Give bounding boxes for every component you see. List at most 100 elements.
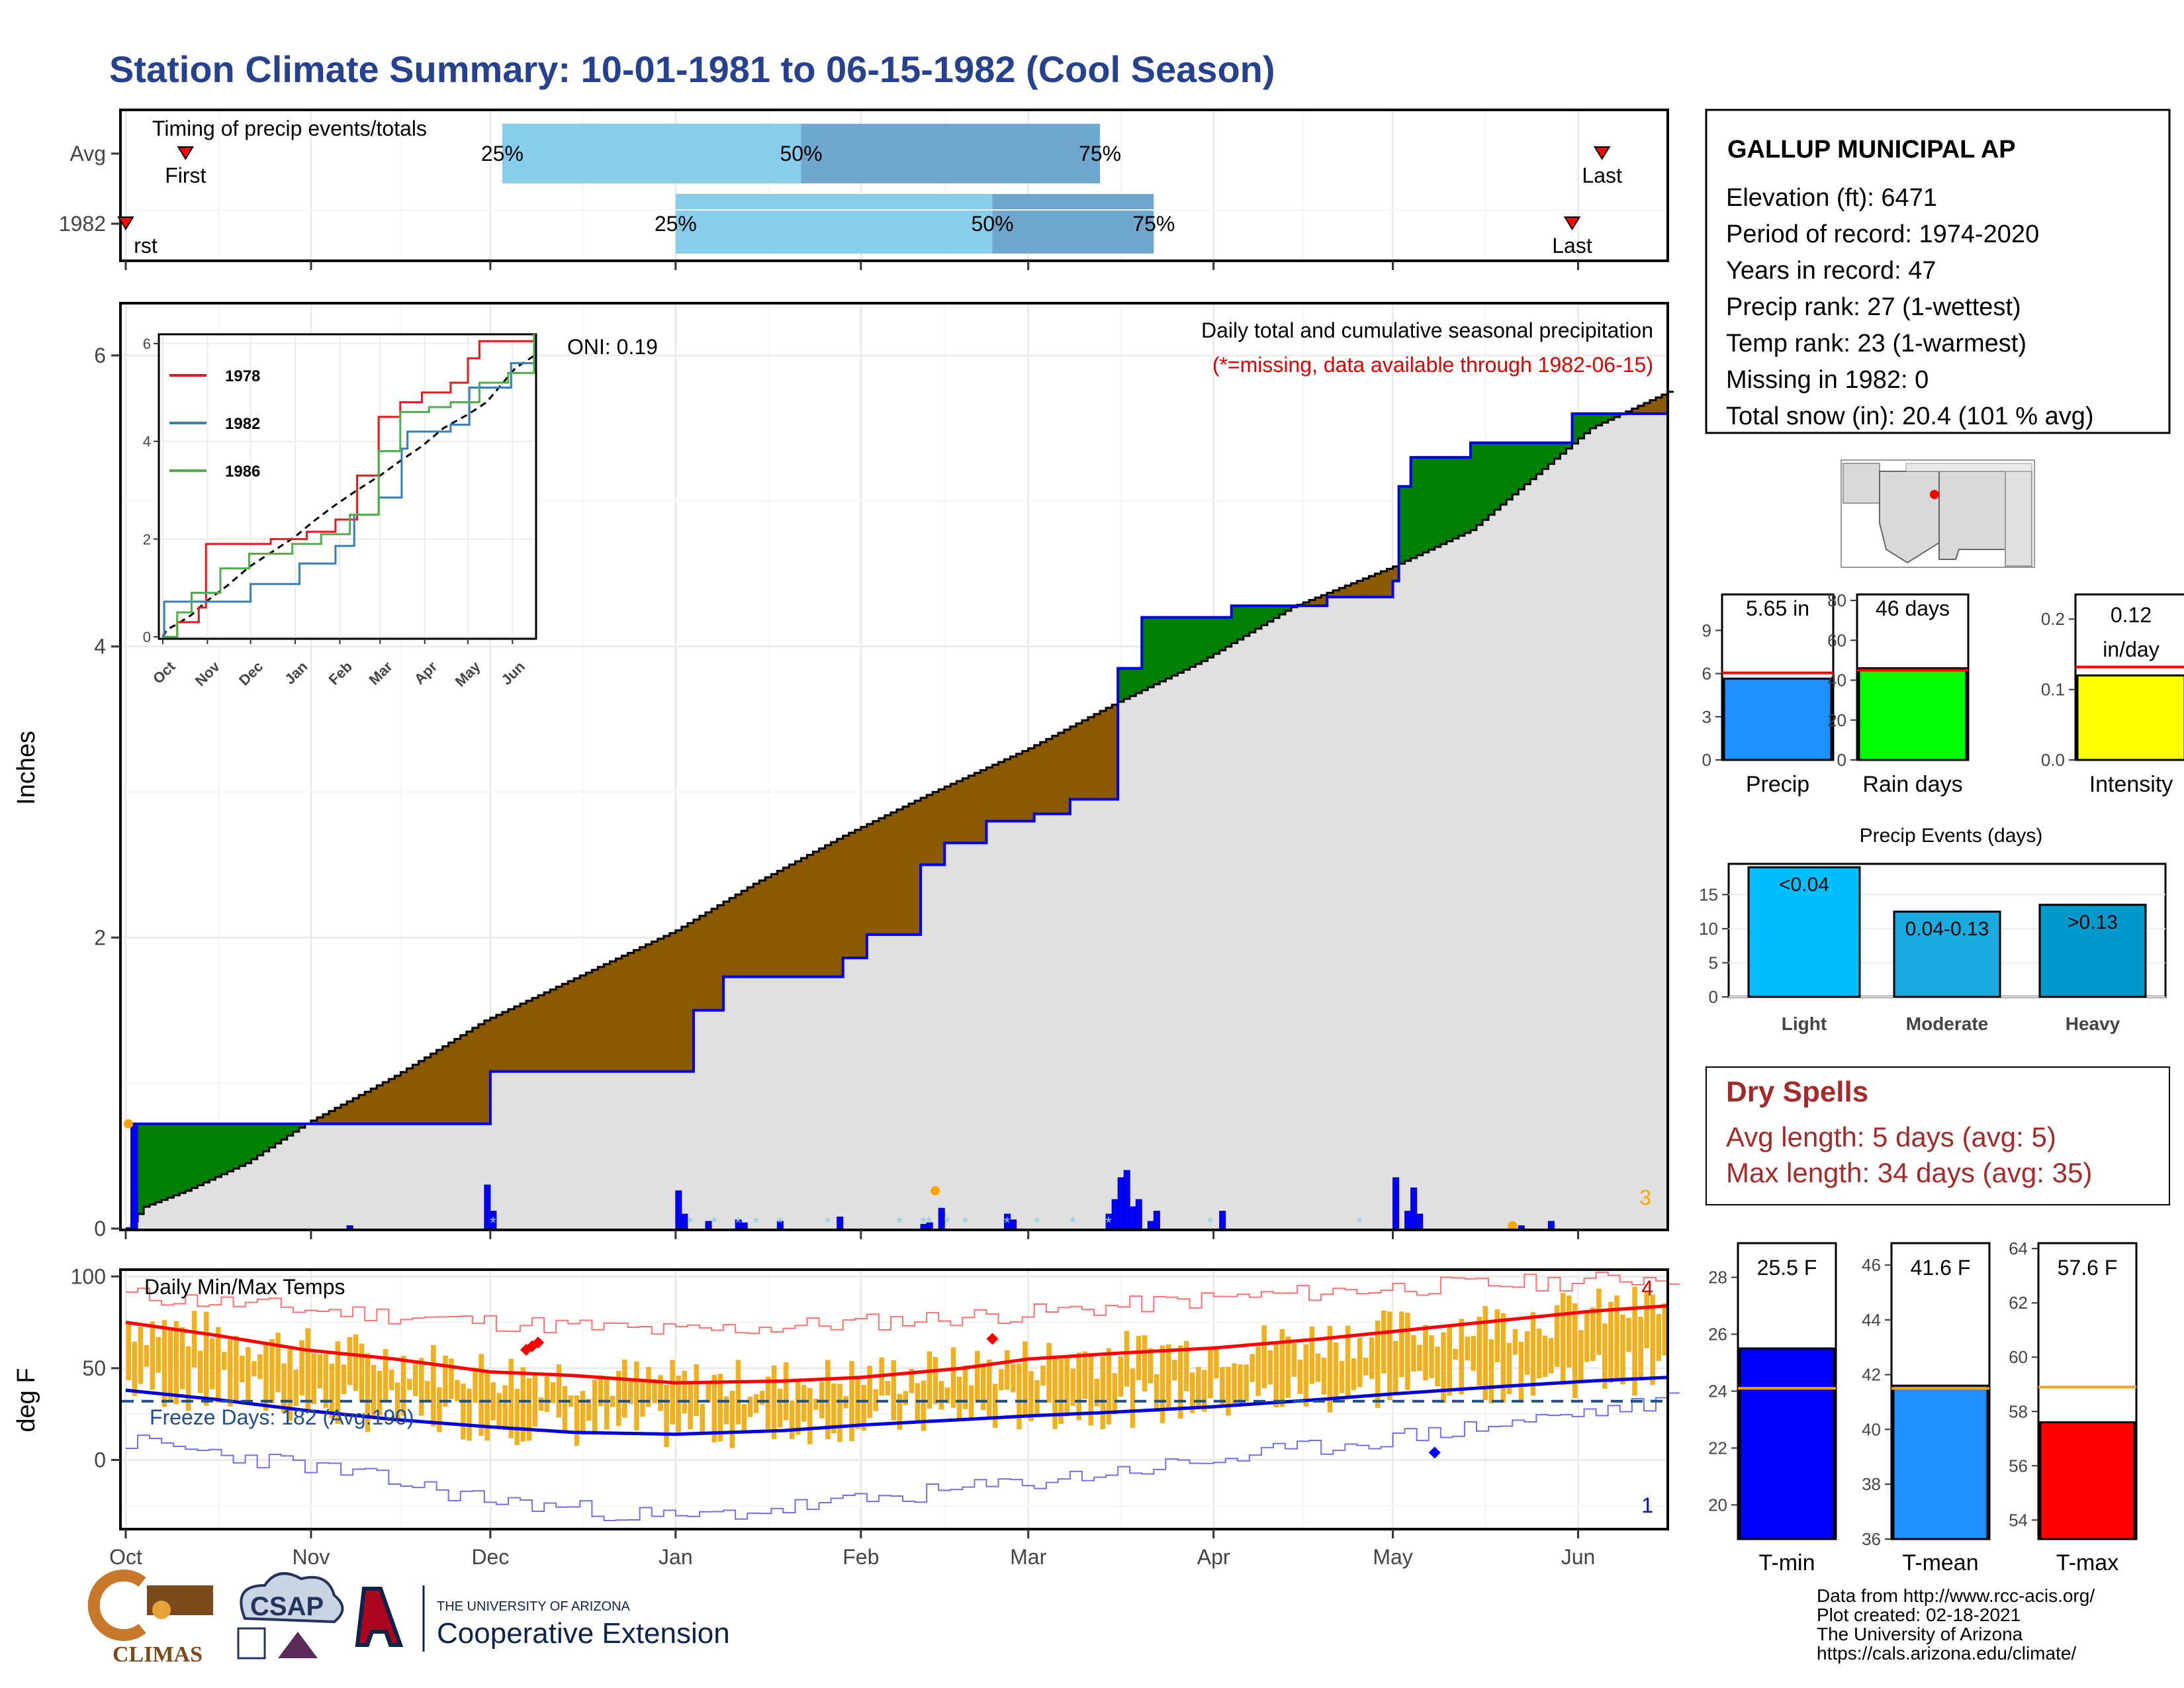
temp-bar-fill xyxy=(2039,1421,2136,1540)
daily-temp-bar xyxy=(616,1370,621,1427)
mini-bar-fill xyxy=(1723,677,1833,761)
daily-temp-bar xyxy=(1279,1329,1285,1407)
temp-title: Daily Min/Max Temps xyxy=(144,1275,345,1299)
daily-temp-bar xyxy=(240,1355,245,1382)
dry-spells-title: Dry Spells xyxy=(1726,1076,1868,1108)
inset-ytick-label: 0 xyxy=(143,629,151,645)
daily-temp-bar xyxy=(317,1354,323,1389)
daily-temp-bar xyxy=(467,1388,472,1441)
events-bar-tag: 0.04-0.13 xyxy=(1905,918,1989,940)
daily-temp-bar xyxy=(717,1374,723,1442)
daily-precip-bar xyxy=(837,1216,844,1229)
daily-temp-bar xyxy=(1459,1319,1464,1395)
month-tick-label: Feb xyxy=(842,1545,879,1569)
month-tick-label: Oct xyxy=(109,1545,142,1569)
daily-temp-bar xyxy=(938,1381,944,1410)
daily-temp-bar xyxy=(1273,1344,1279,1408)
station-info-box xyxy=(1705,109,2171,434)
daily-temp-bar xyxy=(1453,1348,1458,1360)
timing-q50-q75-bar xyxy=(992,194,1154,254)
daily-temp-bar xyxy=(1303,1344,1309,1407)
svg-text:CLIMAS: CLIMAS xyxy=(113,1642,203,1667)
daily-temp-bar xyxy=(209,1338,215,1389)
daily-temp-bar xyxy=(1471,1336,1477,1371)
daily-temp-bar xyxy=(1124,1331,1130,1387)
daily-temp-bar xyxy=(1518,1342,1524,1401)
daily-temp-bar xyxy=(526,1378,532,1441)
daily-temp-bar xyxy=(1333,1342,1339,1402)
daily-precip-bar xyxy=(741,1222,748,1229)
daily-temp-bar xyxy=(1423,1325,1428,1381)
locator-map xyxy=(1841,459,2035,568)
daily-temp-bar xyxy=(365,1353,371,1432)
daily-temp-bar xyxy=(1160,1345,1165,1424)
snow-marker: * xyxy=(687,1214,693,1232)
daily-temp-bar xyxy=(933,1357,938,1405)
daily-temp-bar xyxy=(1614,1295,1619,1381)
daily-temp-bar xyxy=(1250,1354,1255,1382)
record-min-line xyxy=(126,1392,1680,1521)
mini-bar-value: 5.65 in xyxy=(1746,596,1809,620)
snow-marker: * xyxy=(711,1214,717,1232)
temp-bar-fill xyxy=(1892,1384,1989,1540)
daily-temp-bar xyxy=(538,1397,544,1411)
month-tick-label: May xyxy=(1373,1545,1412,1569)
daily-temp-bar xyxy=(425,1381,430,1401)
daily-temp-bar xyxy=(1435,1346,1440,1387)
daily-temp-bar xyxy=(461,1383,466,1440)
snow-marker: * xyxy=(1105,1214,1111,1232)
station-info-line: Period of record: 1974-2020 xyxy=(1726,220,2039,248)
daily-temp-bar xyxy=(1560,1293,1566,1385)
daily-temp-bar xyxy=(1536,1329,1542,1379)
daily-temp-bar xyxy=(1142,1335,1148,1392)
daily-temp-bar xyxy=(443,1355,448,1407)
temp-bar-ytick: 24 xyxy=(1708,1382,1727,1401)
temp-bar-t-min: 20 22 24 26 28 25.5 F T-min xyxy=(1708,1242,1837,1575)
daily-temp-bar xyxy=(1626,1317,1631,1352)
daily-temp-bar xyxy=(927,1351,933,1409)
inset-legend-label: 1986 xyxy=(225,463,260,481)
daily-temp-bar xyxy=(747,1396,753,1417)
daily-temp-bar xyxy=(999,1369,1004,1391)
daily-temp-bar xyxy=(1255,1346,1261,1396)
daily-temp-bar xyxy=(1566,1295,1572,1368)
daily-temp-bar xyxy=(1399,1311,1404,1378)
daily-temp-bar xyxy=(150,1321,156,1390)
daily-temp-bar xyxy=(293,1369,298,1406)
events-bar-light: <0.04 Light xyxy=(1747,866,1861,1034)
temp-bar-ytick: 42 xyxy=(1862,1365,1881,1385)
daily-temp-bar xyxy=(1369,1337,1375,1380)
daily-temp-bar xyxy=(1477,1316,1482,1386)
daily-temp-bar xyxy=(269,1338,275,1404)
events-bar-moderate: 0.04-0.13 Moderate xyxy=(1893,910,2001,1034)
timing-q25-q50-bar xyxy=(502,124,801,183)
daily-temp-bar xyxy=(1632,1287,1637,1396)
daily-temp-bar xyxy=(275,1333,281,1393)
daily-temp-bar xyxy=(1321,1358,1327,1395)
daily-temp-bar xyxy=(903,1391,909,1405)
daily-temp-bar xyxy=(1058,1358,1064,1424)
daily-temp-bar xyxy=(311,1353,316,1405)
timing-last-label: Last xyxy=(1582,164,1622,187)
inset-series-1978 xyxy=(163,340,534,638)
daily-temp-bar xyxy=(1165,1344,1171,1409)
daily-temp-bar xyxy=(867,1366,872,1419)
daily-temp-bar xyxy=(968,1385,974,1418)
footer-line: The University of Arizona xyxy=(1817,1624,2023,1644)
daily-temp-bar xyxy=(1441,1332,1446,1403)
mini-bar-ytick: 0.2 xyxy=(2041,609,2065,629)
daily-precip-bar xyxy=(1392,1177,1400,1229)
daily-precip-bar xyxy=(1410,1187,1418,1229)
inset-legend-label: 1978 xyxy=(225,367,260,385)
daily-temp-bar xyxy=(807,1387,813,1444)
daily-temp-bar xyxy=(777,1388,783,1428)
daily-temp-bar xyxy=(431,1344,436,1427)
inset-legend-label: 1982 xyxy=(225,415,260,433)
daily-temp-bar xyxy=(1106,1348,1112,1425)
temp-bar-label: T-mean xyxy=(1902,1550,1978,1575)
daily-temp-bar xyxy=(167,1328,173,1400)
daily-temp-bar xyxy=(789,1400,795,1439)
daily-temp-bar xyxy=(353,1334,359,1391)
daily-temp-bar xyxy=(1183,1340,1189,1391)
temp-bar-label: T-min xyxy=(1759,1550,1815,1575)
